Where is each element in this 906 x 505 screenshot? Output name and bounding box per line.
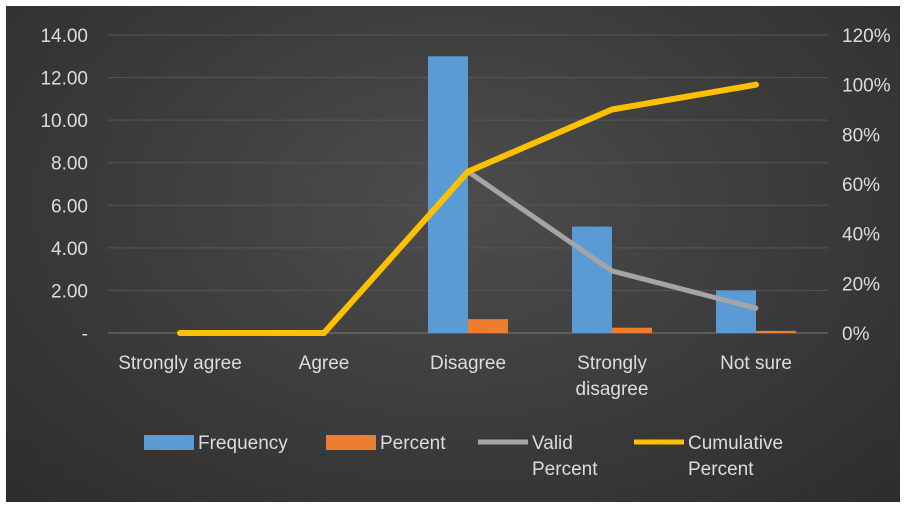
legend-label: Percent [532,459,598,480]
y-right-tick-label: 100% [842,76,891,97]
y-left-tick-label: 10.00 [40,111,88,132]
category-label: Strongly agree [118,353,242,374]
legend-label: Cumulative [688,433,783,454]
legend-swatch [326,435,376,450]
y-right-tick-label: 20% [842,274,880,295]
y-left-tick-label: 4.00 [51,239,88,260]
y-right-tick-label: 120% [842,26,891,47]
y-right-tick-label: 80% [842,125,880,146]
line-valid-percent [465,169,759,311]
legend-swatch [144,435,194,450]
y-left-tick-label: - [82,324,88,345]
category-label: Not sure [720,353,792,374]
bar-percent [756,330,796,333]
line-cumulative-percent [177,81,759,336]
y-left-tick-label: 6.00 [51,196,88,217]
y-right-tick-label: 40% [842,225,880,246]
bar-frequency [572,226,612,333]
y-left-tick-label: 14.00 [40,26,88,47]
y-left-tick-label: 12.00 [40,69,88,90]
legend-label: Valid [532,433,573,454]
category-label: Agree [299,353,350,374]
y-right-tick-label: 0% [842,324,870,345]
y-left-tick-label: 8.00 [51,154,88,175]
y-left-tick-label: 2.00 [51,281,88,302]
bar-percent [612,327,652,333]
legend-label: Frequency [198,433,288,454]
category-label: disagree [576,379,649,400]
y-right-tick-label: 60% [842,175,880,196]
bar-percent [468,319,508,333]
legend-label: Percent [380,433,446,454]
combo-chart: - 2.00 4.00 6.00 8.00 10.00 12.00 14.00 0% 20% 40%… [40,26,891,480]
category-label: Strongly [577,353,647,374]
legend-label: Percent [688,459,754,480]
chart-frame: - 2.00 4.00 6.00 8.00 10.00 12.00 14.00 0% 20% 40%… [6,6,900,502]
category-label: Disagree [430,353,506,374]
